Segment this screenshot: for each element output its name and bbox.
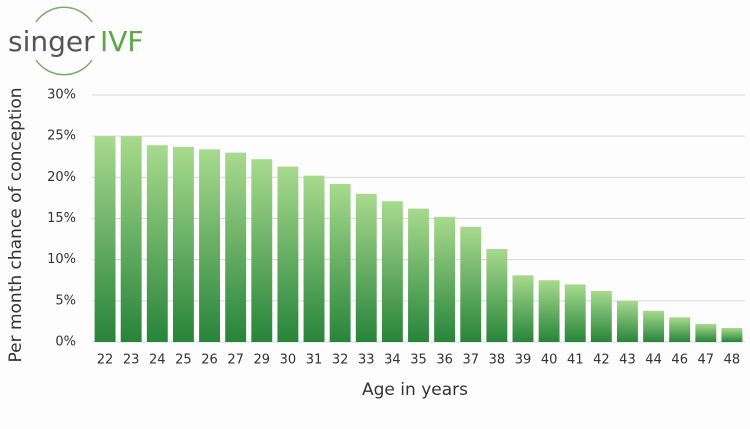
bar	[381, 201, 403, 342]
x-tick-label: 25	[175, 353, 192, 368]
bar	[329, 183, 351, 342]
bar	[355, 193, 377, 342]
x-tick-label: 40	[541, 353, 558, 368]
x-tick-label: 46	[671, 353, 688, 368]
y-tick-label: 0%	[55, 335, 76, 350]
x-tick-label: 43	[619, 353, 636, 368]
x-tick-label: 36	[436, 353, 453, 368]
bar	[486, 248, 508, 342]
x-tick-label: 47	[698, 353, 715, 368]
x-tick-label: 39	[515, 353, 532, 368]
x-tick-label: 27	[227, 353, 244, 368]
bar	[277, 166, 299, 342]
bar	[225, 152, 247, 342]
x-tick-label: 37	[462, 353, 479, 368]
x-tick-label: 22	[97, 353, 114, 368]
y-tick-label: 5%	[55, 293, 76, 308]
x-tick-label: 24	[149, 353, 166, 368]
bar	[695, 323, 717, 342]
x-tick-label: 31	[306, 353, 323, 368]
bar	[721, 328, 743, 342]
x-tick-label: 44	[645, 353, 662, 368]
logo-ring	[35, 6, 93, 76]
bar	[460, 226, 482, 342]
bar	[564, 284, 586, 342]
bar	[172, 146, 194, 342]
bar	[643, 310, 665, 342]
bar	[94, 136, 116, 342]
bar	[251, 159, 273, 342]
x-tick-label: 23	[123, 353, 140, 368]
x-axis-label: Age in years	[362, 380, 468, 400]
x-tick-label: 48	[724, 353, 741, 368]
x-tick-label: 29	[254, 353, 271, 368]
x-tick-label: 34	[384, 353, 401, 368]
bar	[303, 175, 325, 342]
logo-suffix: IVF	[100, 25, 144, 58]
bar	[434, 216, 456, 342]
bar	[120, 136, 142, 342]
x-tick-label: 26	[201, 353, 218, 368]
y-tick-label: 20%	[47, 170, 76, 185]
bar	[199, 149, 220, 342]
y-axis-label: Per month chance of conception	[6, 87, 26, 362]
x-tick-label: 32	[332, 353, 349, 368]
x-tick-label: 42	[593, 353, 610, 368]
y-tick-label: 25%	[47, 129, 76, 144]
x-tick-label: 41	[567, 353, 584, 368]
bar	[146, 145, 168, 342]
bar	[590, 290, 612, 342]
x-tick-label: 33	[358, 353, 375, 368]
x-tick-label: 30	[280, 353, 297, 368]
logo-brand: singer	[8, 25, 95, 58]
y-tick-label: 10%	[47, 252, 76, 267]
x-tick-label: 38	[489, 353, 506, 368]
bar	[408, 208, 429, 342]
bar	[512, 275, 534, 342]
y-tick-label: 15%	[47, 211, 76, 226]
x-tick-label: 35	[410, 353, 427, 368]
bar	[538, 280, 560, 342]
y-tick-label: 30%	[47, 88, 76, 103]
bar	[617, 300, 638, 342]
bar	[669, 317, 691, 342]
